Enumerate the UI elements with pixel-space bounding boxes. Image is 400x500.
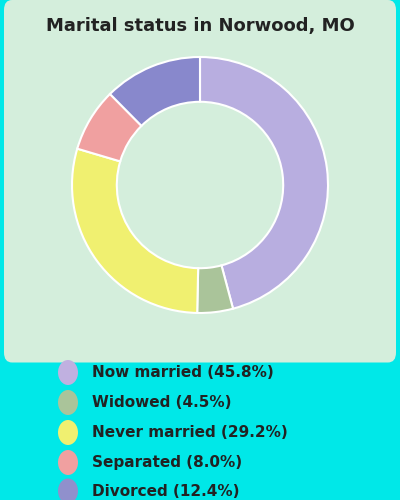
Text: Widowed (4.5%): Widowed (4.5%) xyxy=(92,395,232,410)
Wedge shape xyxy=(110,57,200,126)
Text: Separated (8.0%): Separated (8.0%) xyxy=(92,455,242,470)
Text: Now married (45.8%): Now married (45.8%) xyxy=(92,365,274,380)
Wedge shape xyxy=(197,266,233,313)
Text: Never married (29.2%): Never married (29.2%) xyxy=(92,425,288,440)
Wedge shape xyxy=(77,94,142,162)
Text: Marital status in Norwood, MO: Marital status in Norwood, MO xyxy=(46,18,354,36)
Wedge shape xyxy=(72,148,198,313)
Text: Divorced (12.4%): Divorced (12.4%) xyxy=(92,484,240,498)
Wedge shape xyxy=(200,57,328,308)
